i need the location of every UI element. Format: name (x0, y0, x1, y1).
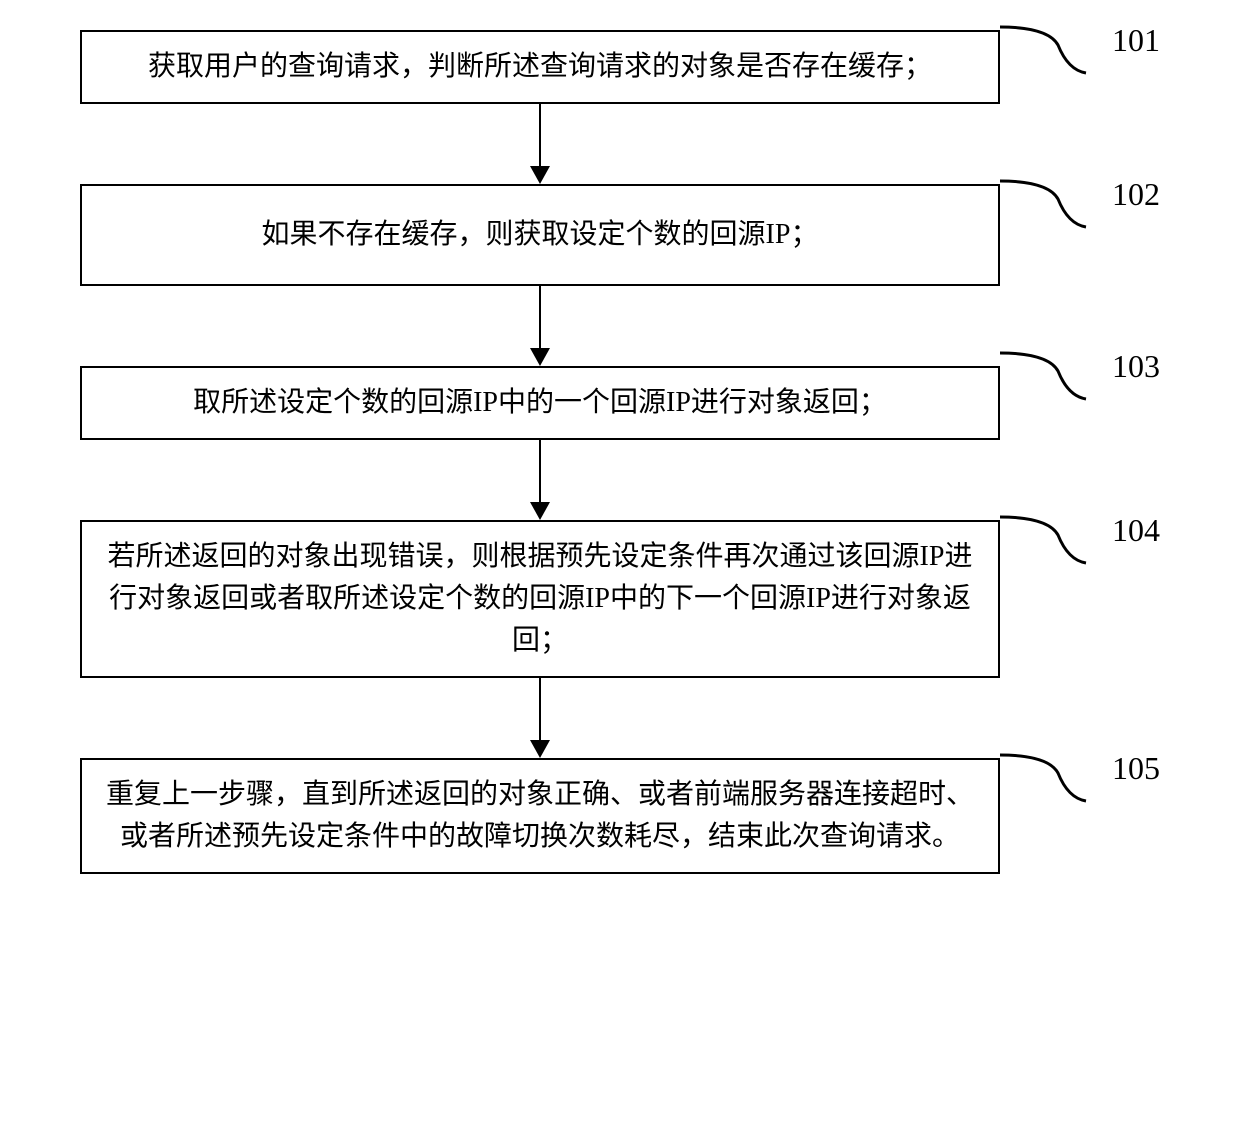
bracket-103 (998, 351, 1088, 406)
step-label-102: 102 (1112, 176, 1160, 213)
step-row-103: 取所述设定个数的回源IP中的一个回源IP进行对象返回； 103 (20, 366, 1220, 440)
step-box-102: 如果不存在缓存，则获取设定个数的回源IP； (80, 184, 1000, 286)
step-box-104: 若所述返回的对象出现错误，则根据预先设定条件再次通过该回源IP进行对象返回或者取… (80, 520, 1000, 678)
step-row-105: 重复上一步骤，直到所述返回的对象正确、或者前端服务器连接超时、或者所述预先设定条… (20, 758, 1220, 874)
step-box-103: 取所述设定个数的回源IP中的一个回源IP进行对象返回； (80, 366, 1000, 440)
step-text-103: 取所述设定个数的回源IP中的一个回源IP进行对象返回； (193, 387, 887, 418)
step-text-101: 获取用户的查询请求，判断所述查询请求的对象是否存在缓存； (148, 51, 932, 82)
connector-3 (20, 440, 1220, 520)
arrow-icon (520, 678, 560, 758)
bracket-102 (998, 179, 1088, 234)
connector-1 (20, 104, 1220, 184)
step-row-101: 获取用户的查询请求，判断所述查询请求的对象是否存在缓存； 101 (20, 30, 1220, 104)
step-row-104: 若所述返回的对象出现错误，则根据预先设定条件再次通过该回源IP进行对象返回或者取… (20, 520, 1220, 678)
step-text-104: 若所述返回的对象出现错误，则根据预先设定条件再次通过该回源IP进行对象返回或者取… (108, 541, 973, 656)
bracket-101 (998, 25, 1088, 80)
flowchart-container: 获取用户的查询请求，判断所述查询请求的对象是否存在缓存； 101 如果不存在缓存… (20, 30, 1220, 874)
step-label-103: 103 (1112, 348, 1160, 385)
step-label-101: 101 (1112, 22, 1160, 59)
step-label-105: 105 (1112, 750, 1160, 787)
arrow-icon (520, 440, 560, 520)
connector-4 (20, 678, 1220, 758)
step-label-104: 104 (1112, 512, 1160, 549)
bracket-104 (998, 515, 1088, 570)
arrow-icon (520, 286, 560, 366)
step-box-101: 获取用户的查询请求，判断所述查询请求的对象是否存在缓存； (80, 30, 1000, 104)
step-text-102: 如果不存在缓存，则获取设定个数的回源IP； (262, 219, 819, 250)
step-text-105: 重复上一步骤，直到所述返回的对象正确、或者前端服务器连接超时、或者所述预先设定条… (106, 779, 974, 852)
bracket-105 (998, 753, 1088, 808)
arrow-icon (520, 104, 560, 184)
step-box-105: 重复上一步骤，直到所述返回的对象正确、或者前端服务器连接超时、或者所述预先设定条… (80, 758, 1000, 874)
step-row-102: 如果不存在缓存，则获取设定个数的回源IP； 102 (20, 184, 1220, 286)
